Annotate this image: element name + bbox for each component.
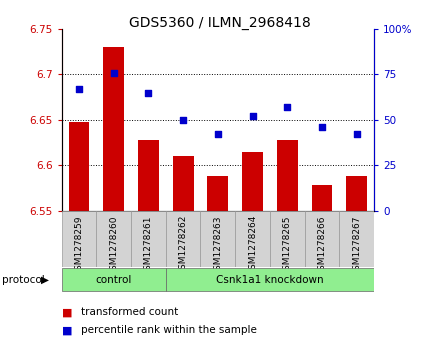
Bar [96,211,131,267]
Bar [131,211,166,267]
Point [214,131,221,137]
Bar [166,211,201,267]
Bar [138,140,159,211]
Text: GSM1278263: GSM1278263 [213,215,222,276]
Bar [346,176,367,211]
Text: ▶: ▶ [41,274,49,285]
Bar [103,47,124,211]
Point [75,86,82,92]
Bar [201,211,235,267]
Bar [304,211,339,267]
Text: GSM1278259: GSM1278259 [74,215,84,276]
Text: Csnk1a1 knockdown: Csnk1a1 knockdown [216,274,324,285]
Text: ■: ■ [62,307,72,317]
Point [180,117,187,123]
Text: ■: ■ [62,325,72,335]
Bar [172,156,194,211]
Text: transformed count: transformed count [81,307,179,317]
Bar [62,268,166,291]
Point [249,113,256,119]
Text: GSM1278266: GSM1278266 [317,215,326,276]
Bar [339,211,374,267]
Point [145,90,152,95]
Text: protocol: protocol [2,274,45,285]
Bar [312,185,332,211]
Point [110,70,117,76]
Text: GSM1278264: GSM1278264 [248,215,257,276]
Text: GSM1278267: GSM1278267 [352,215,361,276]
Bar [62,211,96,267]
Text: GSM1278261: GSM1278261 [144,215,153,276]
Text: GSM1278262: GSM1278262 [179,215,187,276]
Bar [270,211,304,267]
Text: GSM1278265: GSM1278265 [283,215,292,276]
Bar [166,268,374,291]
Bar [207,176,228,211]
Bar [277,140,297,211]
Text: GSM1278260: GSM1278260 [109,215,118,276]
Point [319,124,326,130]
Text: GDS5360 / ILMN_2968418: GDS5360 / ILMN_2968418 [129,16,311,30]
Point [284,104,291,110]
Bar [242,151,263,211]
Point [353,131,360,137]
Text: percentile rank within the sample: percentile rank within the sample [81,325,257,335]
Bar [235,211,270,267]
Text: control: control [95,274,132,285]
Bar [69,122,89,211]
